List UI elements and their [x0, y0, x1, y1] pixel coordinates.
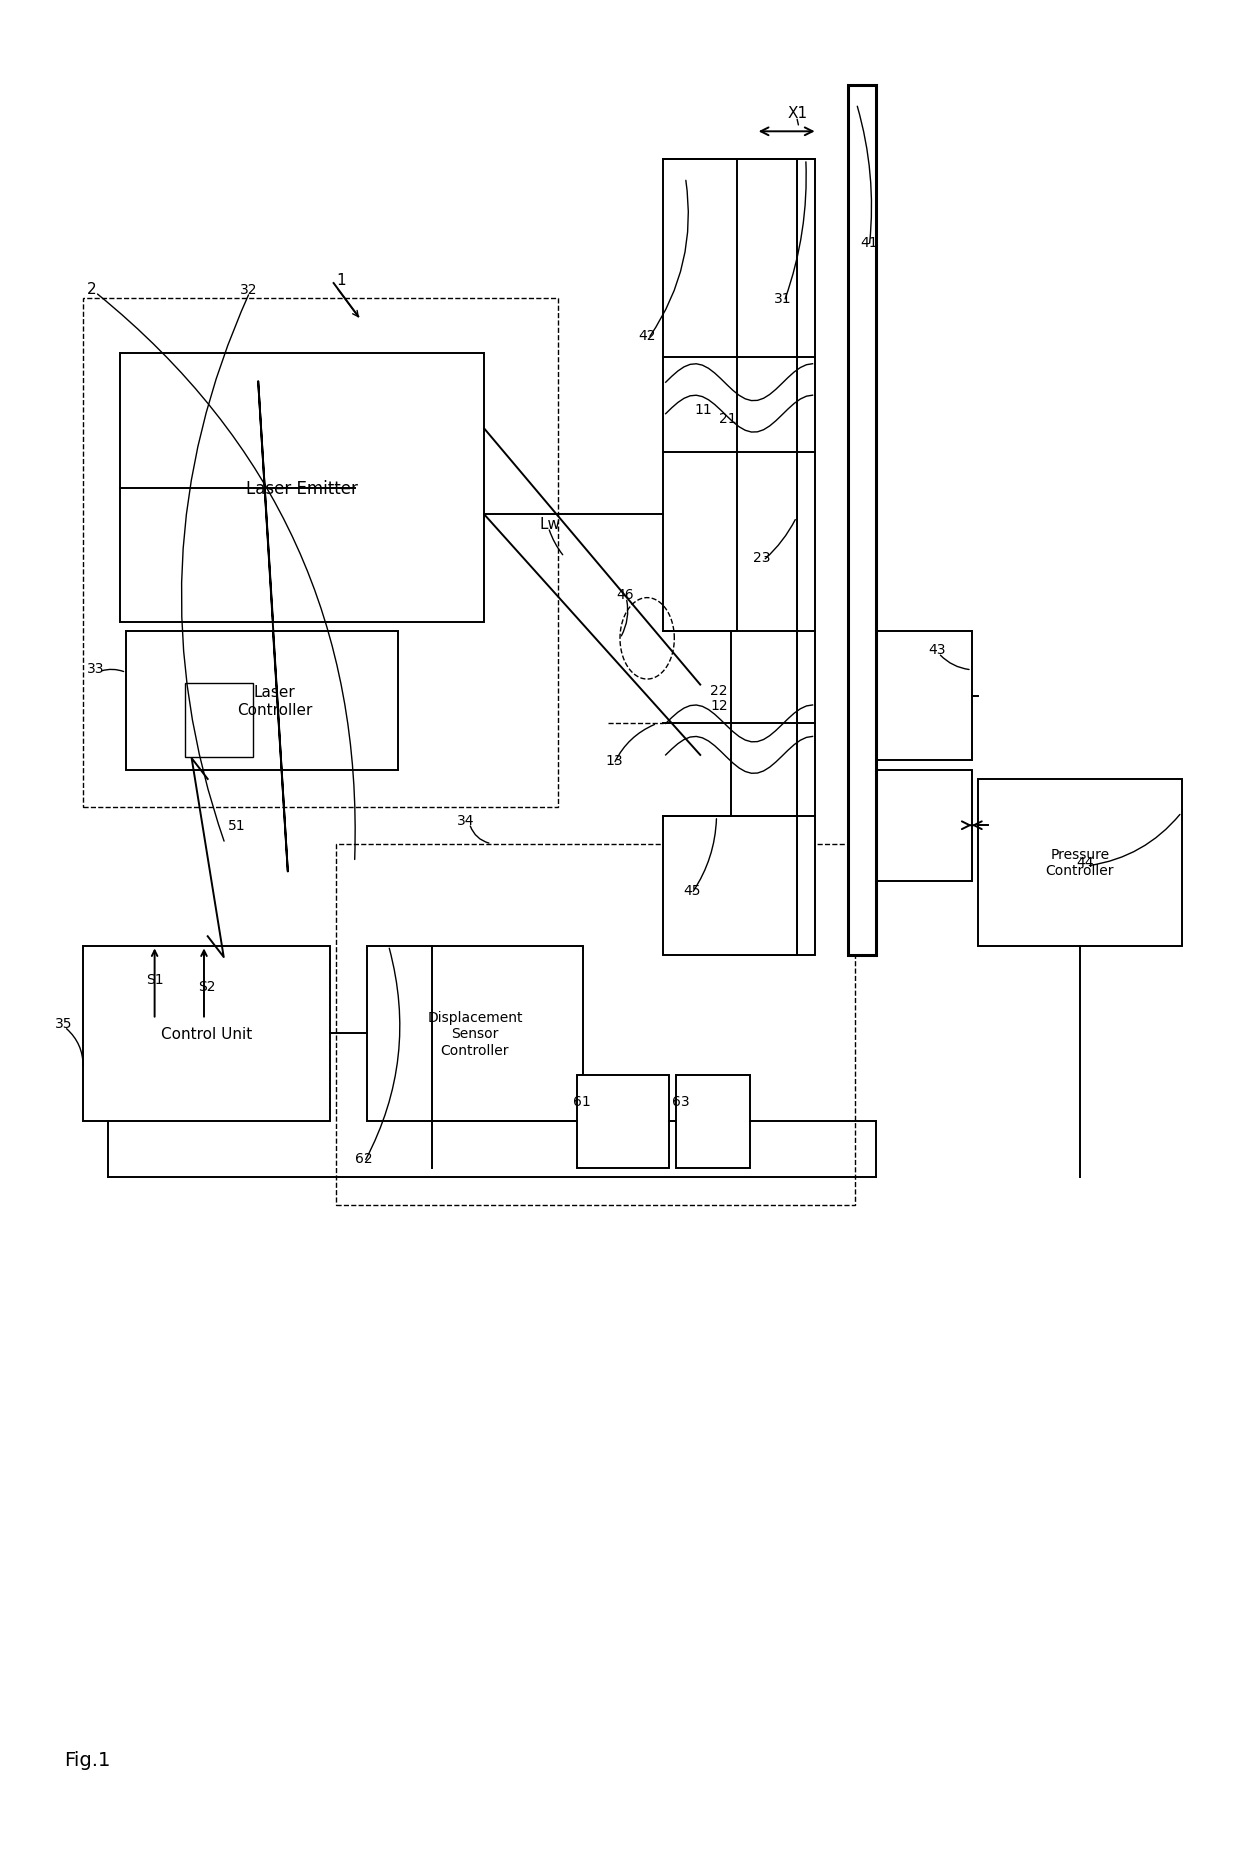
Text: Displacement
Sensor
Controller: Displacement Sensor Controller — [428, 1011, 523, 1057]
Bar — [83, 299, 558, 807]
Bar — [126, 631, 398, 770]
Text: 63: 63 — [672, 1094, 689, 1107]
Text: Laser
Controller: Laser Controller — [237, 684, 312, 718]
Text: 34: 34 — [458, 812, 475, 827]
Text: 21: 21 — [719, 412, 737, 427]
Bar — [867, 770, 972, 881]
Text: Laser Emitter: Laser Emitter — [247, 479, 358, 497]
Text: X1: X1 — [787, 106, 808, 121]
Text: 11: 11 — [694, 403, 712, 417]
Text: 31: 31 — [774, 291, 792, 306]
Text: 41: 41 — [861, 236, 878, 250]
Text: 23: 23 — [754, 551, 771, 564]
Text: 22: 22 — [711, 684, 728, 697]
Text: Pressure
Controller: Pressure Controller — [1045, 848, 1114, 877]
Text: 42: 42 — [639, 328, 656, 343]
Bar — [676, 1076, 750, 1169]
Text: S2: S2 — [198, 979, 216, 994]
Text: 43: 43 — [929, 644, 946, 657]
Bar — [83, 946, 330, 1122]
Text: 13: 13 — [605, 753, 622, 768]
Bar — [336, 844, 854, 1206]
Text: Lw: Lw — [539, 518, 560, 532]
Bar — [120, 354, 484, 621]
Bar — [867, 631, 972, 761]
Text: 12: 12 — [711, 699, 728, 712]
Text: 51: 51 — [227, 818, 246, 833]
Text: 44: 44 — [1076, 855, 1094, 870]
Text: 35: 35 — [55, 1017, 72, 1031]
Text: 61: 61 — [573, 1094, 590, 1107]
Bar — [577, 1076, 670, 1169]
Bar — [978, 779, 1182, 946]
Bar — [796, 160, 815, 955]
Text: 32: 32 — [239, 282, 257, 297]
Bar — [732, 160, 796, 955]
Bar — [663, 816, 796, 955]
Text: 45: 45 — [683, 883, 701, 898]
Text: Control Unit: Control Unit — [161, 1026, 252, 1041]
Text: 1: 1 — [336, 273, 346, 288]
Text: 62: 62 — [355, 1152, 372, 1165]
Bar — [663, 160, 738, 631]
Bar — [186, 683, 253, 757]
Text: S1: S1 — [146, 972, 164, 987]
Bar — [848, 85, 875, 955]
Text: 33: 33 — [87, 662, 104, 675]
Bar — [367, 946, 583, 1122]
Text: Fig.1: Fig.1 — [64, 1751, 110, 1770]
Text: 2: 2 — [87, 282, 97, 297]
Text: 46: 46 — [616, 588, 634, 601]
